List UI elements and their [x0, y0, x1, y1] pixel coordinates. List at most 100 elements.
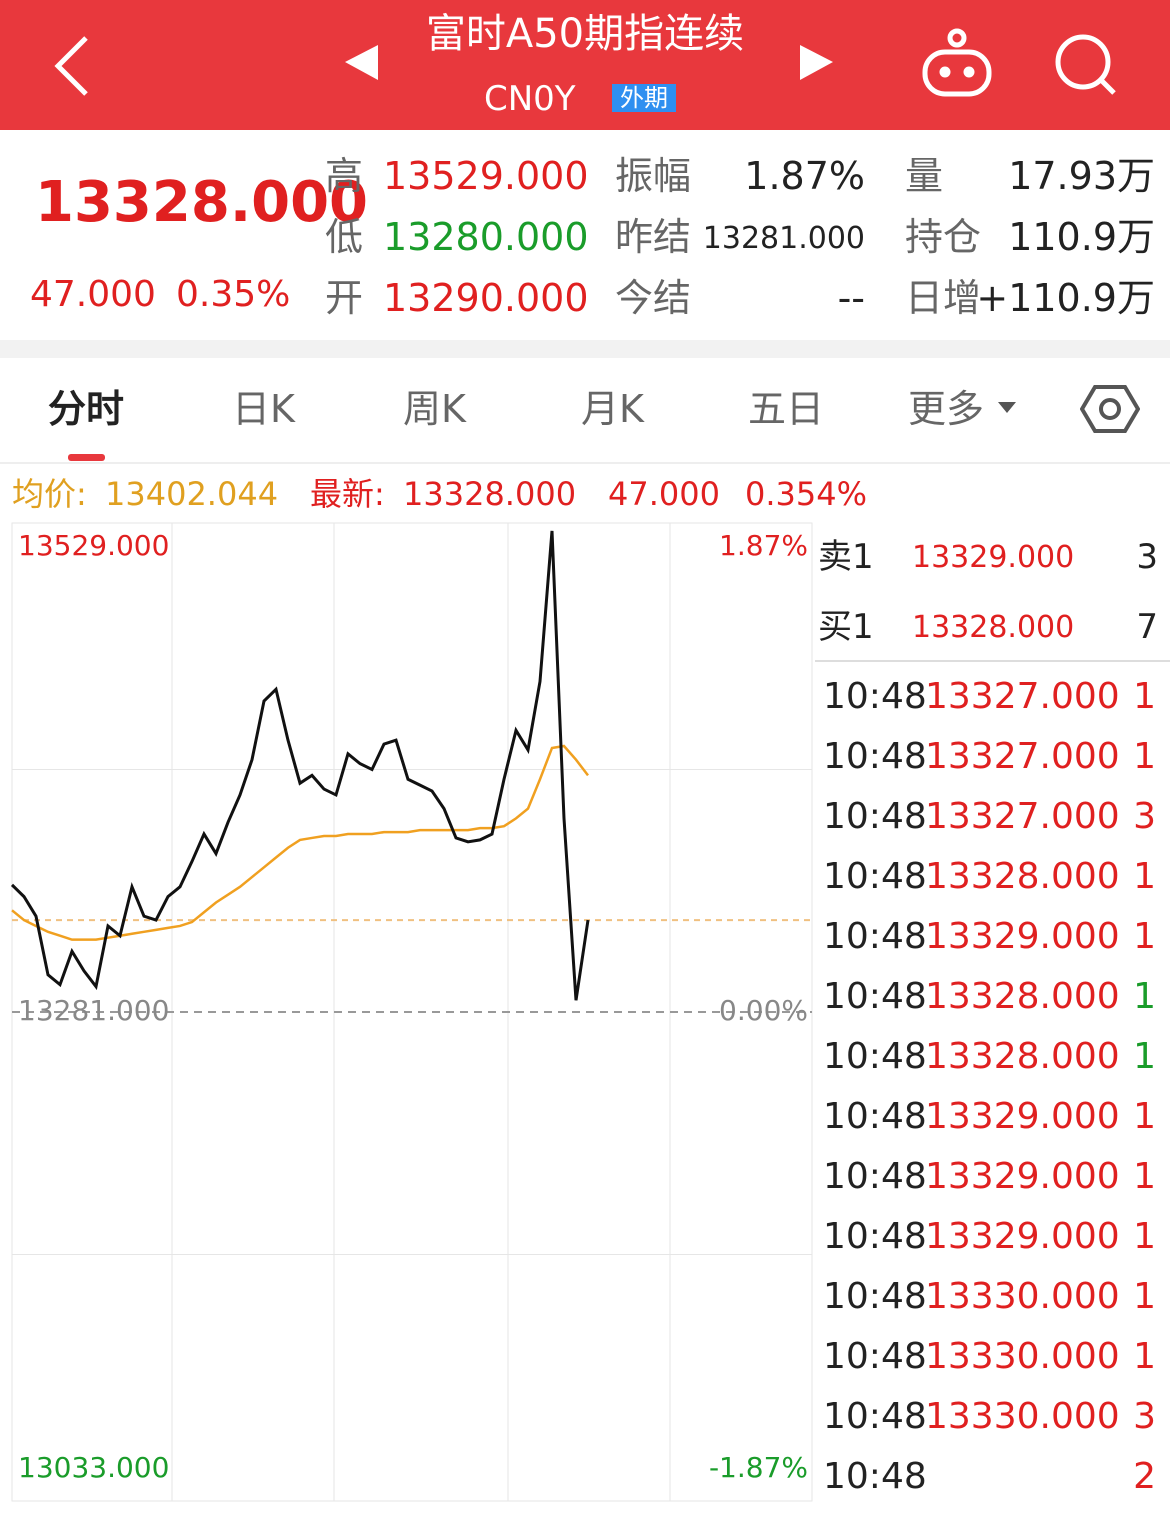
trade-time: 10:48	[823, 856, 927, 897]
y2-tick-label: 0.00%	[719, 994, 808, 1027]
tag: 外期	[612, 84, 676, 112]
tab[interactable]: 更多	[908, 387, 985, 431]
tab[interactable]: 分时	[48, 387, 125, 431]
trade-qty: 1	[1133, 856, 1156, 897]
stat-value: --	[837, 276, 865, 320]
summary-last-label: 最新:	[310, 475, 385, 513]
trade-price: 13330.000	[925, 1336, 1120, 1377]
trade-time: 10:48	[823, 1336, 927, 1377]
summary-change-pct: 0.354%	[745, 475, 868, 513]
trade-price: 13329.000	[925, 916, 1120, 957]
trade-time: 10:48	[823, 1156, 927, 1197]
trade-time: 10:48	[823, 916, 927, 957]
trade-price: 13328.000	[925, 1036, 1120, 1077]
stat-label: 日增	[905, 276, 982, 320]
summary-last: 13328.000	[403, 475, 577, 513]
divider	[815, 660, 1170, 662]
trade-price: 13329.000	[925, 1096, 1120, 1137]
trade-price: 13329.000	[925, 1216, 1120, 1257]
stat-value: 13280.000	[383, 215, 589, 259]
trade-time: 10:48	[823, 676, 927, 717]
stat-label: 振幅	[615, 154, 692, 198]
stat-value: 17.93万	[1008, 154, 1155, 198]
trade-time: 10:48	[823, 1276, 927, 1317]
stat-label: 量	[905, 154, 944, 198]
y-tick-label: 13033.000	[18, 1451, 169, 1484]
next-button[interactable]	[800, 45, 833, 80]
trade-time: 10:48	[823, 1216, 927, 1257]
trade-price: 13327.000	[925, 796, 1120, 837]
stat-value: 1.87%	[744, 154, 865, 198]
trade-qty: 1	[1133, 976, 1156, 1017]
summary-avg: 13402.044	[105, 475, 279, 513]
trade-price: 13327.000	[925, 736, 1120, 777]
trade-price: 13329.000	[925, 1156, 1120, 1197]
summary-change: 47.000	[608, 475, 720, 513]
trade-qty: 2	[1133, 1456, 1156, 1497]
trade-time: 10:48	[823, 1096, 927, 1137]
chart: 13529.000 13281.000 13033.000 1.87% 0.00% -1.…	[10, 522, 813, 1502]
book-price: 13329.000	[912, 540, 1075, 575]
search-icon[interactable]	[1055, 34, 1116, 95]
back-button[interactable]	[54, 36, 88, 96]
stat-label: 开	[325, 276, 364, 320]
book-price: 13328.000	[912, 610, 1075, 645]
trade-time: 10:48	[823, 976, 927, 1017]
stat-value: 13281.000	[702, 221, 865, 256]
trade-qty: 1	[1133, 1336, 1156, 1377]
header-icons	[54, 28, 1116, 97]
header-bar	[0, 0, 1170, 130]
tab[interactable]: 日K	[232, 387, 295, 431]
trade-time: 10:48	[823, 796, 927, 837]
stat-value: 13529.000	[383, 154, 589, 198]
trade-price: 13330.000	[925, 1276, 1120, 1317]
divider	[0, 462, 1170, 464]
tab[interactable]: 周K	[403, 387, 466, 431]
book-qty: 3	[1136, 537, 1158, 577]
settings-icon[interactable]	[1080, 383, 1140, 435]
code: CN0Y	[484, 79, 576, 119]
price: 13328.000	[35, 170, 368, 235]
robot-icon[interactable]	[922, 28, 992, 97]
summary-avg-label: 均价:	[12, 475, 87, 513]
y-tick-label: 13281.000	[18, 994, 169, 1027]
stat-label: 低	[325, 215, 364, 259]
trade-qty: 1	[1133, 1036, 1156, 1077]
trade-qty: 3	[1133, 1396, 1156, 1437]
stat-label: 高	[325, 154, 364, 198]
trade-price: 13330.000	[925, 1396, 1120, 1437]
prev-button[interactable]	[345, 45, 378, 80]
trade-price: 13328.000	[925, 976, 1120, 1017]
trade-time: 10:48	[823, 736, 927, 777]
trade-time: 10:48	[823, 1456, 927, 1497]
trade-time: 10:48	[823, 1036, 927, 1077]
book-side: 卖1	[818, 537, 874, 577]
trade-qty: 1	[1133, 1156, 1156, 1197]
tab[interactable]: 五日	[748, 387, 825, 431]
change: 47.000	[30, 274, 156, 315]
trade-qty: 1	[1133, 916, 1156, 957]
separator	[0, 340, 1170, 358]
trade-qty: 1	[1133, 1276, 1156, 1317]
book-side: 买1	[818, 607, 874, 647]
trade-qty: 3	[1133, 796, 1156, 837]
y2-tick-label: -1.87%	[709, 1451, 808, 1484]
series-line	[10, 530, 590, 1001]
book-qty: 7	[1136, 607, 1158, 647]
title: 富时A50期指连续	[425, 11, 745, 57]
dropdown-arrow	[998, 402, 1016, 413]
trade-price: 13328.000	[925, 856, 1120, 897]
trade-qty: 1	[1133, 1096, 1156, 1137]
y-tick-label: 13529.000	[18, 529, 169, 562]
stat-label: 昨结	[615, 215, 692, 259]
stat-label: 持仓	[905, 215, 982, 259]
trade-price: 13327.000	[925, 676, 1120, 717]
tab[interactable]: 月K	[581, 387, 644, 431]
trade-qty: 1	[1133, 736, 1156, 777]
stat-value: +110.9万	[976, 276, 1155, 320]
trade-qty: 1	[1133, 1216, 1156, 1257]
tab-underline	[68, 454, 105, 461]
stat-label: 今结	[615, 276, 692, 320]
series-line	[11, 744, 589, 941]
